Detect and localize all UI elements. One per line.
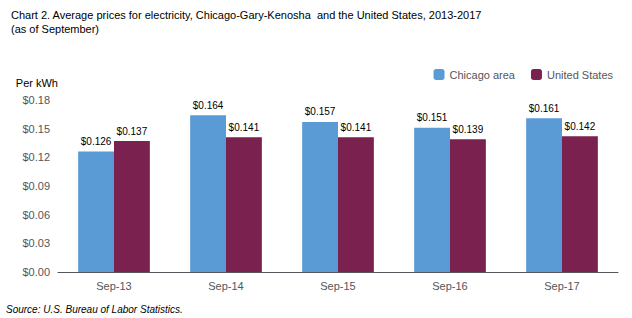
svg-text:$0.15: $0.15 bbox=[22, 123, 50, 135]
svg-text:Source: U.S. Bureau of Labor S: Source: U.S. Bureau of Labor Statistics. bbox=[6, 304, 183, 315]
svg-text:Sep-17: Sep-17 bbox=[544, 280, 579, 292]
svg-text:$0.141: $0.141 bbox=[229, 122, 260, 133]
svg-text:(as of September): (as of September) bbox=[11, 23, 99, 35]
svg-text:$0.126: $0.126 bbox=[81, 136, 112, 147]
svg-text:Per kWh: Per kWh bbox=[16, 77, 58, 89]
svg-text:$0.164: $0.164 bbox=[193, 100, 224, 111]
svg-text:$0.03: $0.03 bbox=[22, 237, 50, 249]
svg-text:Chart 2. Average prices for el: Chart 2. Average prices for electricity,… bbox=[11, 9, 481, 21]
svg-text:Sep-16: Sep-16 bbox=[432, 280, 467, 292]
svg-text:United States: United States bbox=[547, 69, 614, 81]
svg-text:$0.18: $0.18 bbox=[22, 94, 50, 106]
svg-text:Sep-14: Sep-14 bbox=[208, 280, 243, 292]
svg-text:Sep-13: Sep-13 bbox=[96, 280, 131, 292]
svg-text:$0.09: $0.09 bbox=[22, 180, 50, 192]
svg-text:$0.161: $0.161 bbox=[529, 103, 560, 114]
svg-text:$0.12: $0.12 bbox=[22, 151, 50, 163]
svg-text:$0.00: $0.00 bbox=[22, 266, 50, 278]
svg-text:Chicago area: Chicago area bbox=[450, 69, 516, 81]
svg-text:$0.137: $0.137 bbox=[117, 126, 148, 137]
svg-text:$0.157: $0.157 bbox=[305, 106, 336, 117]
svg-text:$0.06: $0.06 bbox=[22, 209, 50, 221]
svg-text:$0.141: $0.141 bbox=[341, 122, 372, 133]
svg-text:Sep-15: Sep-15 bbox=[320, 280, 355, 292]
svg-text:$0.151: $0.151 bbox=[417, 112, 448, 123]
svg-text:$0.142: $0.142 bbox=[565, 121, 596, 132]
svg-text:$0.139: $0.139 bbox=[453, 124, 484, 135]
